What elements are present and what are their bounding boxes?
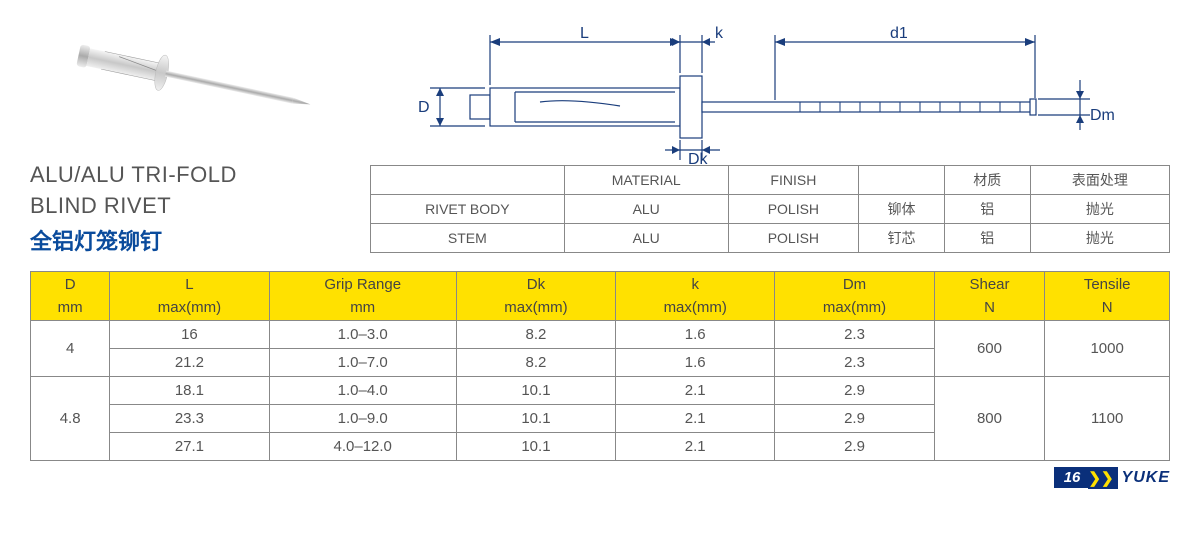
svg-text:Dm: Dm <box>1090 107 1115 124</box>
material-header-blank-cn <box>859 166 945 195</box>
chevron-icon: ❯❯ <box>1088 467 1117 489</box>
material-header-finish-cn: 表面处理 <box>1030 166 1169 195</box>
svg-text:d1: d1 <box>890 25 908 42</box>
table-row: 4 16 1.0–3.0 8.2 1.6 2.3 600 1000 <box>31 320 1170 348</box>
svg-text:Dk: Dk <box>688 151 709 165</box>
footer-badge: 16❯❯ YUKE <box>1054 467 1170 489</box>
table-row: 4.8 18.1 1.0–4.0 10.1 2.1 2.9 800 1100 <box>31 376 1170 404</box>
material-header-blank <box>371 166 565 195</box>
svg-text:k: k <box>715 25 724 42</box>
product-photo <box>60 20 340 150</box>
table-row: RIVET BODY ALU POLISH 铆体 铝 抛光 <box>371 195 1170 224</box>
material-table: MATERIAL FINISH 材质 表面处理 RIVET BODY ALU P… <box>370 165 1170 253</box>
brand-label: YUKE <box>1122 469 1170 487</box>
material-header-material: MATERIAL <box>564 166 728 195</box>
spec-table: Dmm Lmax(mm) Grip Rangemm Dkmax(mm) kmax… <box>30 271 1170 461</box>
dimension-diagram: D L k d1 <box>370 20 1170 165</box>
page-number: 16 <box>1054 467 1089 488</box>
table-row: STEM ALU POLISH 钉芯 铝 抛光 <box>371 224 1170 253</box>
material-header-finish: FINISH <box>728 166 858 195</box>
product-title-en-1: ALU/ALU TRI-FOLD <box>30 160 350 191</box>
material-header-material-cn: 材质 <box>944 166 1030 195</box>
svg-text:D: D <box>418 99 430 116</box>
product-title-cn: 全铝灯笼铆钉 <box>30 224 350 256</box>
product-title-en-2: BLIND RIVET <box>30 191 350 222</box>
svg-text:L: L <box>580 25 589 42</box>
